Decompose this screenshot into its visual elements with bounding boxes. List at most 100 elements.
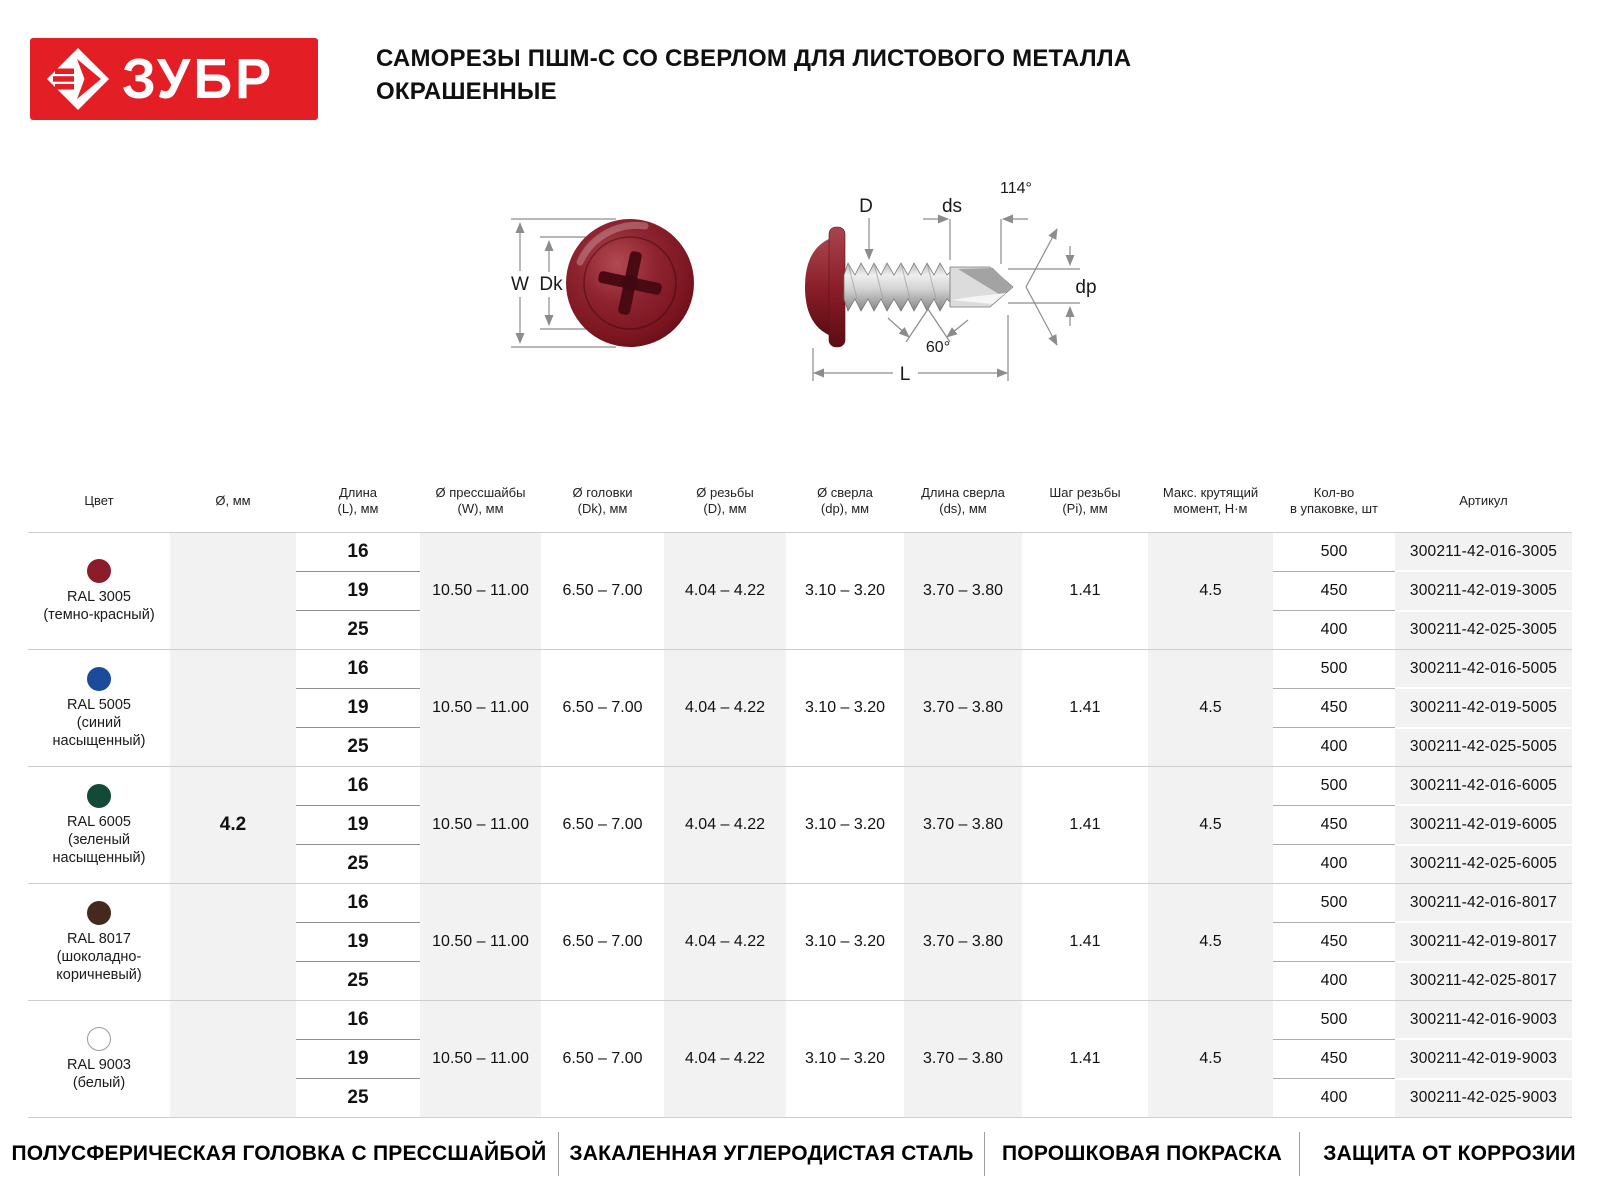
length-value: 16 [347, 1009, 369, 1030]
qty-value: 450 [1273, 805, 1395, 844]
sku-value: 300211-42-016-8017 [1409, 893, 1558, 911]
thread-pitch-value: 1.41 [1069, 699, 1101, 716]
color-cell: RAL 5005 (синий насыщенный) [28, 650, 170, 766]
drill-diameter-value: 3.10 – 3.20 [804, 1050, 886, 1067]
page-title-line2: ОКРАШЕННЫЕ [376, 78, 557, 105]
feature-corrosion-protection: ЗАЩИТА ОТ КОРРОЗИИ [1323, 1142, 1576, 1165]
dim-label-dk: Dk [539, 274, 563, 295]
brand-name: ЗУБР [122, 47, 275, 111]
table-group-ral-9003: RAL 9003 (белый) 16 19 25 10.50 – 11.00 … [28, 1000, 1572, 1117]
footer-divider [558, 1132, 559, 1176]
qty-value: 450 [1273, 922, 1395, 961]
thread-diameter-value: 4.04 – 4.22 [664, 533, 786, 649]
qty-value: 400 [1273, 610, 1395, 649]
screw-technical-diagram: W Dk D ds [511, 180, 1097, 385]
ral-code: RAL 8017 [67, 930, 131, 947]
sku-value: 300211-42-019-8017 [1395, 921, 1572, 960]
dim-label-tip-angle: 114° [1000, 180, 1032, 197]
drill-diameter-value: 3.10 – 3.20 [804, 582, 886, 599]
sku-value: 300211-42-019-9003 [1395, 1038, 1572, 1077]
sku-value: 300211-42-025-6005 [1395, 843, 1572, 883]
length-value: 25 [296, 727, 420, 766]
length-column: 16 19 25 [296, 1001, 420, 1117]
sku-value: 300211-42-016-5005 [1409, 659, 1558, 677]
drill-length-value: 3.70 – 3.80 [904, 650, 1022, 766]
qty-value: 500 [1320, 894, 1348, 911]
drill-diameter-value: 3.10 – 3.20 [804, 816, 886, 833]
page-title-line1: САМОРЕЗЫ ПШМ-С СО СВЕРЛОМ ДЛЯ ЛИСТОВОГО … [376, 45, 1132, 72]
qty-value: 400 [1273, 844, 1395, 883]
sku-column: 300211-42-016-9003 300211-42-019-9003 30… [1395, 1001, 1572, 1117]
sku-column: 300211-42-016-5005 300211-42-019-5005 30… [1395, 650, 1572, 766]
drill-length-value: 3.70 – 3.80 [904, 884, 1022, 1000]
head-diameter-value: 6.50 – 7.00 [562, 1050, 643, 1067]
diameter-cell [170, 1001, 296, 1117]
diameter-cell [170, 884, 296, 1000]
thread-pitch-value: 1.41 [1069, 1050, 1101, 1067]
qty-value: 450 [1273, 1039, 1395, 1078]
color-cell: RAL 9003 (белый) [28, 1001, 170, 1117]
ral-code: RAL 9003 [67, 1056, 131, 1073]
ral-name: (шоколадно-коричневый) [56, 948, 142, 983]
qty-column: 500 450 400 [1273, 1001, 1395, 1117]
washer-diameter-value: 10.50 – 11.00 [420, 767, 541, 883]
max-torque-value: 4.5 [1148, 650, 1273, 766]
qty-value: 500 [1320, 660, 1348, 677]
column-header-qty: Кол-во в упаковке, шт [1290, 485, 1378, 516]
column-header-diameter: Ø, мм [215, 493, 251, 508]
color-swatch [87, 900, 111, 925]
color-cell: RAL 3005 (темно-красный) [28, 533, 170, 649]
length-value: 19 [296, 805, 420, 844]
dim-label-ds: ds [942, 196, 962, 217]
column-header-length: Длина (L), мм [337, 485, 379, 516]
length-value: 16 [347, 892, 369, 913]
thread-pitch-value: 1.41 [1069, 933, 1101, 950]
table-group-ral-8017: RAL 8017 (шоколадно-коричневый) 16 19 25… [28, 883, 1572, 1000]
qty-value: 500 [1320, 777, 1348, 794]
drill-diameter-value: 3.10 – 3.20 [804, 699, 886, 716]
drill-length-value: 3.70 – 3.80 [904, 1001, 1022, 1117]
ral-name: (темно-красный) [43, 606, 155, 623]
dim-label-d: D [859, 196, 873, 217]
sku-value: 300211-42-025-3005 [1395, 609, 1572, 649]
head-diameter-value: 6.50 – 7.00 [562, 933, 643, 950]
color-swatch [87, 1026, 111, 1051]
thread-diameter-value: 4.04 – 4.22 [664, 767, 786, 883]
length-column: 16 19 25 [296, 767, 420, 883]
color-swatch [87, 783, 111, 808]
column-header-thread: Ø резьбы (D), мм [696, 485, 754, 516]
column-header-color: Цвет [84, 493, 114, 508]
diameter-cell [170, 650, 296, 766]
head-diameter-value: 6.50 – 7.00 [562, 582, 643, 599]
sku-value: 300211-42-025-9003 [1395, 1077, 1572, 1117]
ral-code: RAL 5005 [67, 696, 131, 713]
qty-value: 400 [1273, 961, 1395, 1000]
drill-length-value: 3.70 – 3.80 [904, 533, 1022, 649]
ral-code: RAL 6005 [67, 813, 131, 830]
phillips-recess [598, 251, 662, 315]
qty-column: 500 450 400 [1273, 533, 1395, 649]
color-swatch [87, 666, 111, 691]
sku-value: 300211-42-019-5005 [1395, 687, 1572, 726]
length-value: 25 [296, 844, 420, 883]
footer-divider [1299, 1132, 1300, 1176]
max-torque-value: 4.5 [1148, 533, 1273, 649]
thread-pitch-value: 1.41 [1069, 816, 1101, 833]
column-header-torque: Макс. крутящий момент, Н·м [1162, 485, 1259, 516]
length-value: 16 [347, 541, 369, 562]
washer-diameter-value: 10.50 – 11.00 [420, 884, 541, 1000]
column-header-drill: Ø сверла (dp), мм [817, 485, 873, 516]
ral-name: (зеленый насыщенный) [52, 831, 146, 866]
max-torque-value: 4.5 [1148, 767, 1273, 883]
qty-value: 400 [1273, 727, 1395, 766]
length-column: 16 19 25 [296, 884, 420, 1000]
feature-press-washer-head: ПОЛУСФЕРИЧЕСКАЯ ГОЛОВКА С ПРЕССШАЙБОЙ [11, 1142, 547, 1165]
washer-diameter-value: 10.50 – 11.00 [420, 533, 541, 649]
qty-value: 450 [1273, 688, 1395, 727]
feature-powder-coating: ПОРОШКОВАЯ ПОКРАСКА [1002, 1142, 1282, 1165]
length-value: 19 [296, 571, 420, 610]
dim-label-l: L [900, 364, 911, 385]
footer-features: ПОЛУСФЕРИЧЕСКАЯ ГОЛОВКА С ПРЕССШАЙБОЙ ЗА… [0, 1126, 1600, 1182]
thread-pitch-value: 1.41 [1069, 582, 1101, 599]
